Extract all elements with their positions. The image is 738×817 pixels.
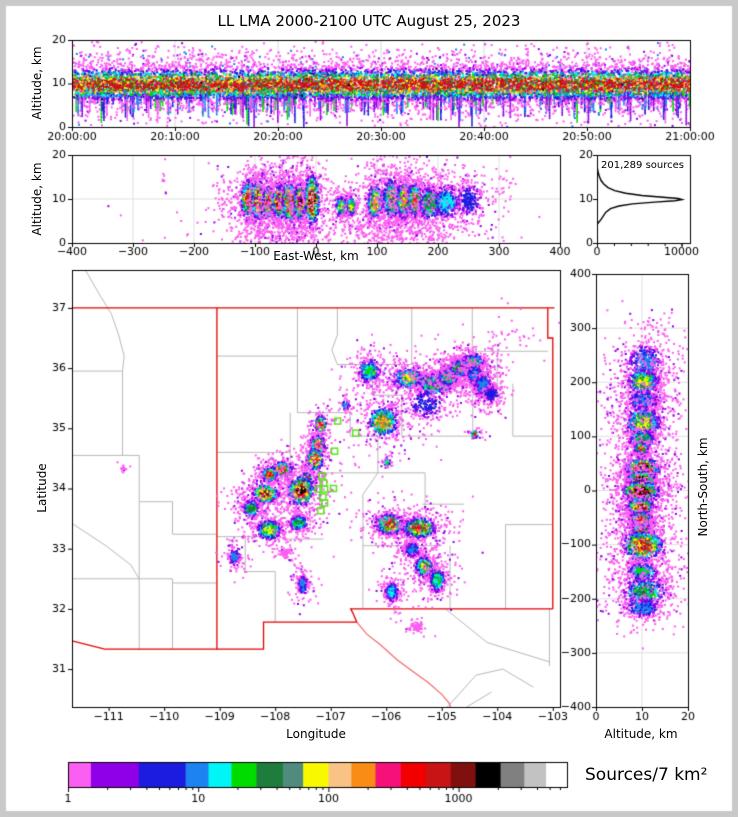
- colorbar-label: Sources/7 km²: [585, 765, 708, 785]
- ns-panel-ylabel: North-South, km: [696, 437, 710, 537]
- ew-panel-xlabel: East-West, km: [273, 249, 359, 263]
- time-panel-ylabel: Altitude, km: [30, 46, 44, 120]
- source-count-annotation: 201,289 sources: [601, 160, 684, 171]
- ns-panel-xlabel: Altitude, km: [604, 727, 678, 741]
- page-title: LL LMA 2000-2100 UTC August 25, 2023: [217, 12, 521, 30]
- ew-panel-ylabel: Altitude, km: [30, 162, 44, 236]
- map-ylabel: Latitude: [35, 463, 49, 513]
- map-xlabel: Longitude: [286, 727, 346, 741]
